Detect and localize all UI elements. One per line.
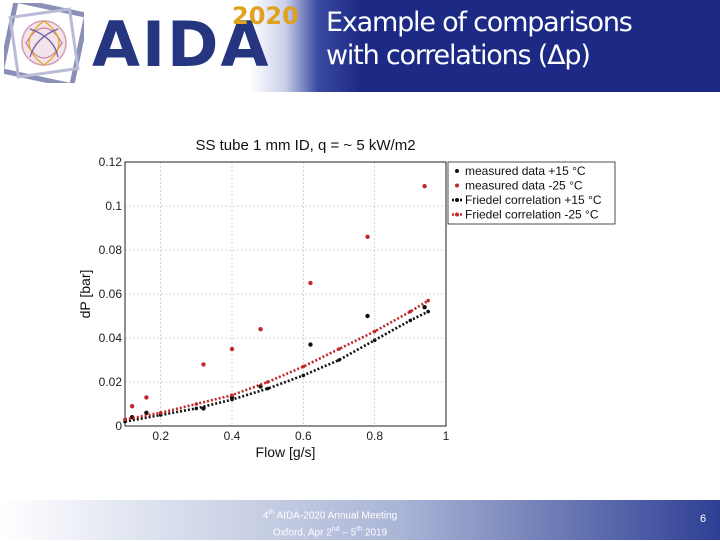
series-1-point: [129, 404, 135, 409]
legend-label-0: measured data +15 °C: [465, 164, 586, 178]
x-tick-label: 0.8: [366, 429, 383, 443]
series-0-point: [144, 410, 149, 415]
series-1-point: [365, 234, 370, 239]
footer-line-2: Oxford, Apr 2nd – 5th 2019: [272, 526, 388, 539]
slide-header: AIDA 2020 Example of comparisons with co…: [0, 0, 720, 92]
legend-marker-1: [455, 183, 459, 188]
series-2-point: [194, 406, 199, 411]
page-number: 6: [700, 513, 707, 525]
y-tick-label: 0.1: [105, 199, 122, 213]
chart-title: SS tube 1 mm ID, q = ~ 5 kW/m2: [195, 137, 415, 154]
footer-text: 4th AIDA-2020 Annual Meeting Oxford, Apr…: [230, 506, 430, 541]
slide-title: Example of comparisons with correlations…: [326, 6, 716, 72]
legend-label-3: Friedel correlation -25 °C: [465, 208, 599, 222]
slide-title-line-2: with correlations (Δp): [326, 40, 591, 71]
series-2-point: [426, 309, 430, 314]
y-tick-label: 0.04: [99, 331, 123, 345]
logo-year: 2020: [232, 2, 299, 30]
series-1-point: [308, 280, 313, 286]
y-tick-label: 0.06: [99, 287, 123, 301]
dp-vs-flow-chart: 0.2 0.4 0.6 0.8 1 0 0.02 0.04 0.06 0.08 0.1 0.12 SS …: [77, 137, 616, 460]
legend-box: [447, 161, 616, 225]
legend-marker-2: [455, 198, 459, 202]
series-3-point: [194, 402, 199, 406]
series-3-point: [265, 380, 270, 384]
series-3-point: [158, 411, 163, 415]
x-tick-label: 0.4: [224, 429, 241, 443]
legend-label-2: Friedel correlation +15 °C: [465, 193, 602, 207]
slide-title-line-1: Example of comparisons: [326, 7, 633, 38]
series-0-point: [308, 342, 313, 347]
footer-line-1: 4th AIDA-2020 Annual Meeting: [262, 509, 398, 522]
series-line-2: [124, 310, 429, 423]
series-3-point: [230, 393, 234, 398]
x-tick-label: 0.2: [152, 429, 169, 443]
series-0-point: [365, 313, 370, 319]
series-2-point: [230, 397, 234, 402]
series-2-point: [265, 386, 270, 391]
x-axis-label: Flow [g/s]: [256, 444, 316, 460]
series-2-point: [301, 373, 306, 378]
y-tick-label: 0.12: [99, 155, 123, 169]
series-3-point: [408, 309, 413, 314]
series-1-point: [258, 327, 263, 332]
series-2-point: [408, 318, 413, 323]
y-tick-label: 0: [115, 419, 122, 433]
x-tick-label: 0.6: [295, 429, 312, 443]
series-3-point: [301, 364, 306, 369]
series-0-point: [422, 305, 427, 310]
y-tick-label: 0.08: [99, 243, 123, 257]
legend-label-1: measured data -25 °C: [465, 179, 583, 193]
series-2-point: [337, 358, 341, 362]
slide-footer: [0, 500, 720, 540]
series-3-point: [372, 329, 377, 334]
aida-logo-icon: [4, 3, 84, 83]
series-3-point: [337, 347, 341, 351]
series-1-point: [422, 184, 427, 189]
series-3-point: [426, 298, 430, 303]
x-tick-label: 1: [443, 429, 450, 443]
plot-frame: [124, 161, 447, 427]
legend-marker-3: [455, 212, 459, 217]
logo-text: AIDA: [92, 8, 271, 81]
series-1-point: [144, 395, 149, 400]
series-1-point: [201, 362, 206, 367]
series-2-point: [372, 338, 377, 342]
series-3-point: [123, 417, 127, 422]
y-tick-label: 0.02: [99, 375, 123, 389]
series-1-point: [229, 346, 235, 352]
legend-marker-0: [455, 169, 459, 173]
y-axis-label: dP [bar]: [77, 270, 93, 319]
